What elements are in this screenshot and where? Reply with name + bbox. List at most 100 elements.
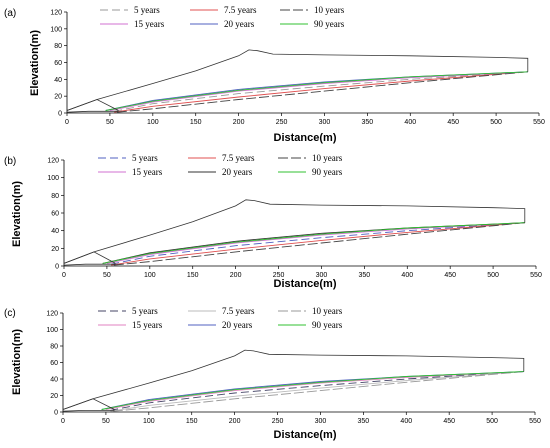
terrain-profile-line <box>62 398 115 410</box>
x-tick-label: 0 <box>65 119 69 126</box>
x-tick-label: 300 <box>319 119 331 126</box>
legend-entry: 15 years <box>132 167 163 177</box>
y-tick-label: 80 <box>51 193 59 200</box>
x-tick-label: 350 <box>362 119 374 126</box>
x-tick-label: 150 <box>190 119 202 126</box>
x-tick-label: 250 <box>272 418 284 425</box>
y-tick-label: 20 <box>51 246 59 253</box>
x-tick-label: 550 <box>533 119 545 126</box>
x-axis-label: Distance(m) <box>274 278 337 290</box>
series-line-5 <box>105 71 528 111</box>
x-tick-label: 50 <box>106 119 114 126</box>
terrain-profile-line <box>63 199 526 264</box>
series-line-3 <box>109 71 528 111</box>
series-line-0 <box>110 371 524 411</box>
terrain-profile-line <box>66 49 529 111</box>
series-line-2 <box>113 222 525 266</box>
y-tick-label: 60 <box>54 60 62 67</box>
series-line-1 <box>111 222 525 266</box>
x-tick-label: 250 <box>273 272 285 279</box>
y-tick-label: 0 <box>55 264 59 271</box>
panel-label: (b) <box>4 156 16 167</box>
x-tick-label: 550 <box>530 272 542 279</box>
legend-entry: 90 years <box>314 19 345 29</box>
y-tick-label: 60 <box>50 360 58 367</box>
y-axis-label: Elevation(m) <box>11 181 23 247</box>
legend-entry: 10 years <box>312 306 343 316</box>
legend-entry: 7.5 years <box>224 5 257 15</box>
x-tick-label: 400 <box>401 272 413 279</box>
y-tick-label: 120 <box>47 158 59 165</box>
x-tick-label: 150 <box>187 272 199 279</box>
x-tick-label: 450 <box>447 119 459 126</box>
y-tick-label: 80 <box>50 344 58 351</box>
series-line-3 <box>105 371 524 410</box>
x-tick-label: 50 <box>103 272 111 279</box>
x-tick-label: 100 <box>143 418 155 425</box>
x-tick-label: 500 <box>487 272 499 279</box>
terrain-profile-line <box>63 263 116 266</box>
panel-label: (c) <box>4 308 16 319</box>
series-line-5 <box>101 371 524 410</box>
terrain-profile-line <box>66 99 119 111</box>
legend-entry: 5 years <box>132 306 158 316</box>
y-tick-label: 120 <box>50 10 62 17</box>
x-tick-label: 400 <box>404 119 416 126</box>
x-tick-label: 100 <box>144 272 156 279</box>
series-line-5 <box>102 222 525 264</box>
terrain-profile-line <box>62 349 525 410</box>
panel-label: (a) <box>4 8 16 19</box>
x-tick-label: 500 <box>486 418 498 425</box>
x-tick-label: 350 <box>359 272 371 279</box>
y-tick-label: 20 <box>54 94 62 101</box>
x-axis-label: Distance(m) <box>274 132 337 144</box>
x-tick-label: 200 <box>233 119 245 126</box>
chart-panel-1: (b) 0 50 100 150 200 250 300 350 400 450 500 550 0 20 4… <box>4 153 542 290</box>
y-tick-label: 100 <box>47 175 59 182</box>
y-tick-label: 60 <box>51 211 59 218</box>
legend-entry: 20 years <box>222 167 253 177</box>
y-tick-label: 40 <box>50 377 58 384</box>
terrain-profile-line <box>62 409 115 412</box>
x-tick-label: 0 <box>62 272 66 279</box>
x-tick-label: 550 <box>529 418 541 425</box>
x-tick-label: 350 <box>358 418 370 425</box>
y-tick-label: 0 <box>54 410 58 417</box>
x-tick-label: 500 <box>490 119 502 126</box>
legend-entry: 5 years <box>134 5 160 15</box>
legend-entry: 20 years <box>224 19 255 29</box>
y-tick-label: 100 <box>50 26 62 33</box>
series-line-2 <box>112 371 524 412</box>
series-line-3 <box>106 222 525 264</box>
chart-panel-0: (a) 0 50 100 150 200 250 300 350 400 450 500 550 0 20 4… <box>4 5 545 144</box>
y-tick-label: 40 <box>54 77 62 84</box>
legend-entry: 90 years <box>312 167 343 177</box>
legend-entry: 10 years <box>314 5 345 15</box>
x-tick-label: 100 <box>147 119 159 126</box>
y-axis-label: Elevation(m) <box>29 30 41 96</box>
x-tick-label: 450 <box>443 418 455 425</box>
x-tick-label: 250 <box>276 119 288 126</box>
x-tick-label: 0 <box>61 418 65 425</box>
series-line-1 <box>114 71 528 113</box>
series-line-2 <box>116 71 528 113</box>
chart-panel-2: (c) 0 50 100 150 200 250 300 350 400 450 500 550 0 20 4… <box>4 306 541 441</box>
x-tick-label: 150 <box>186 418 198 425</box>
legend-entry: 15 years <box>134 19 165 29</box>
legend-entry: 7.5 years <box>222 153 255 163</box>
y-tick-label: 100 <box>46 327 58 334</box>
legend-entry: 20 years <box>222 320 253 330</box>
legend-entry: 7.5 years <box>222 306 255 316</box>
series-line-1 <box>110 371 524 412</box>
legend-entry: 90 years <box>312 320 343 330</box>
legend-entry: 5 years <box>132 153 158 163</box>
legend-entry: 10 years <box>312 153 343 163</box>
x-tick-label: 200 <box>229 418 241 425</box>
x-tick-label: 300 <box>316 272 328 279</box>
y-tick-label: 80 <box>54 43 62 50</box>
y-axis-label: Elevation(m) <box>11 329 23 395</box>
x-tick-label: 400 <box>400 418 412 425</box>
x-tick-label: 300 <box>315 418 327 425</box>
x-tick-label: 450 <box>444 272 456 279</box>
